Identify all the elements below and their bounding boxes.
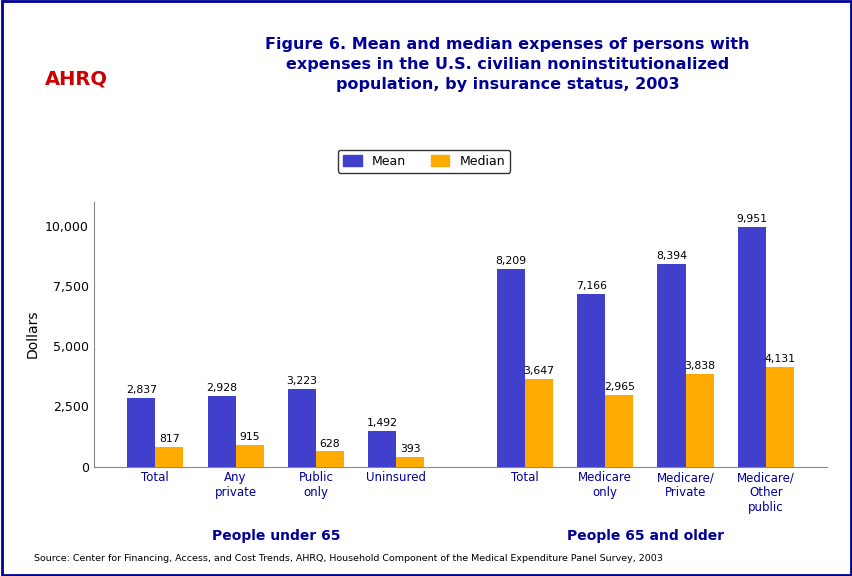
Bar bbox=[737, 227, 765, 467]
Bar bbox=[765, 367, 793, 467]
Text: 2,837: 2,837 bbox=[125, 385, 157, 395]
Text: 7,166: 7,166 bbox=[575, 281, 606, 291]
Text: 3,223: 3,223 bbox=[286, 376, 317, 386]
Text: 393: 393 bbox=[400, 444, 420, 454]
Bar bbox=[524, 378, 552, 467]
Text: Advancing
Excellence in
Health Care: Advancing Excellence in Health Care bbox=[51, 105, 101, 135]
Bar bbox=[207, 396, 235, 467]
Text: 2,928: 2,928 bbox=[206, 383, 237, 393]
Bar bbox=[605, 395, 633, 467]
Text: 817: 817 bbox=[158, 434, 180, 444]
Text: 2,965: 2,965 bbox=[603, 382, 634, 392]
Text: 628: 628 bbox=[320, 438, 340, 449]
Text: Figure 6. Mean and median expenses of persons with
expenses in the U.S. civilian: Figure 6. Mean and median expenses of pe… bbox=[265, 37, 749, 92]
Bar bbox=[396, 457, 424, 467]
Bar bbox=[287, 389, 315, 467]
Text: People 65 and older: People 65 and older bbox=[567, 529, 723, 543]
Text: 3,647: 3,647 bbox=[523, 366, 554, 376]
Bar bbox=[127, 398, 155, 467]
Text: 9,951: 9,951 bbox=[735, 214, 767, 224]
Text: Source: Center for Financing, Access, and Cost Trends, AHRQ, Household Component: Source: Center for Financing, Access, an… bbox=[34, 554, 662, 563]
Bar bbox=[235, 445, 263, 467]
Bar bbox=[685, 374, 713, 467]
Bar bbox=[657, 264, 685, 467]
Text: 1,492: 1,492 bbox=[366, 418, 397, 428]
Bar bbox=[577, 294, 605, 467]
Bar bbox=[315, 452, 343, 467]
Text: 3,838: 3,838 bbox=[683, 361, 714, 371]
Text: 915: 915 bbox=[239, 431, 260, 442]
Y-axis label: Dollars: Dollars bbox=[26, 310, 39, 358]
Text: People under 65: People under 65 bbox=[211, 529, 340, 543]
Bar bbox=[496, 269, 524, 467]
Legend: Mean, Median: Mean, Median bbox=[337, 150, 509, 173]
Bar bbox=[368, 431, 396, 467]
Text: 4,131: 4,131 bbox=[763, 354, 795, 364]
Text: 8,394: 8,394 bbox=[655, 252, 686, 262]
Bar bbox=[155, 447, 183, 467]
Text: AHRQ: AHRQ bbox=[45, 70, 107, 89]
Text: 8,209: 8,209 bbox=[495, 256, 526, 266]
